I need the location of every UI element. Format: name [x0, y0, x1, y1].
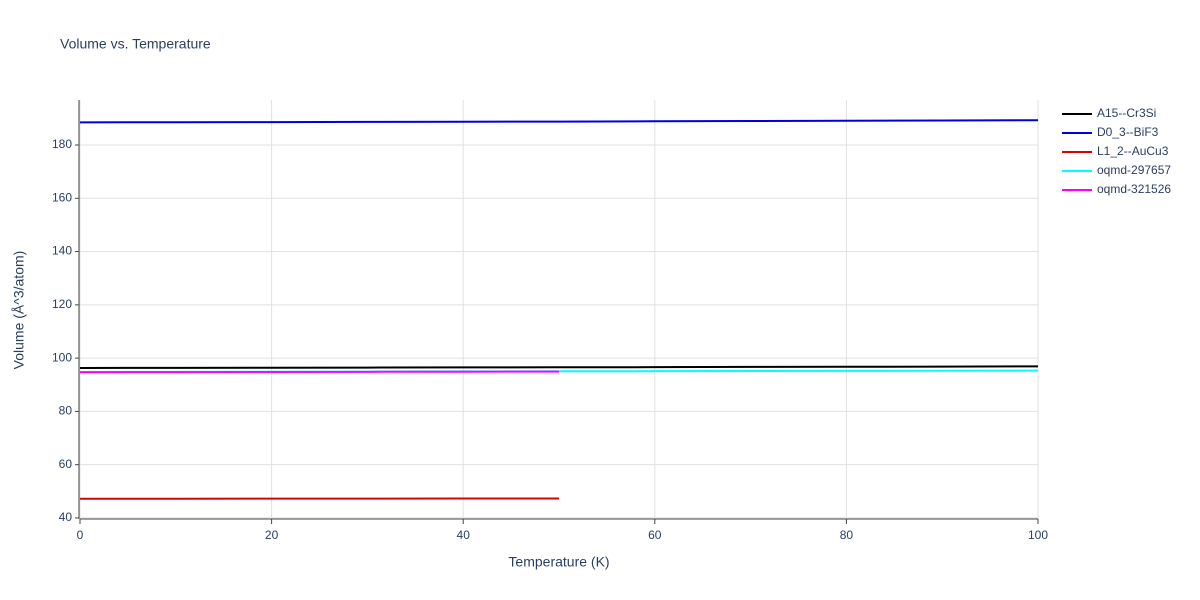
line [79, 365, 1039, 369]
legend-label: oqmd-297657 [1097, 163, 1171, 177]
y-tick-label: 80 [59, 404, 73, 418]
chart-title: Volume vs. Temperature [60, 36, 211, 52]
x-axis-title: Temperature (K) [508, 554, 609, 570]
y-tick-label: 180 [52, 137, 72, 151]
y-tick-label: 60 [59, 457, 73, 471]
y-tick-label: 100 [52, 350, 72, 364]
legend-label: oqmd-321526 [1097, 182, 1171, 196]
legend-label: A15--Cr3Si [1097, 106, 1156, 120]
legend-label: D0_3--BiF3 [1097, 125, 1159, 139]
legend-label: L1_2--AuCu3 [1097, 144, 1169, 158]
y-tick-label: 160 [52, 190, 72, 204]
y-tick-label: 140 [52, 244, 72, 258]
x-tick-label: 100 [1028, 528, 1048, 542]
x-tick-label: 0 [77, 528, 84, 542]
line [79, 119, 1039, 124]
x-tick-label: 60 [648, 528, 662, 542]
y-tick-label: 120 [52, 297, 72, 311]
x-tick-label: 20 [265, 528, 279, 542]
y-tick-label: 40 [59, 510, 73, 524]
line [79, 370, 560, 374]
y-axis-title: Volume (Å^3/atom) [11, 251, 27, 370]
x-tick-label: 80 [840, 528, 854, 542]
x-tick-label: 40 [457, 528, 471, 542]
